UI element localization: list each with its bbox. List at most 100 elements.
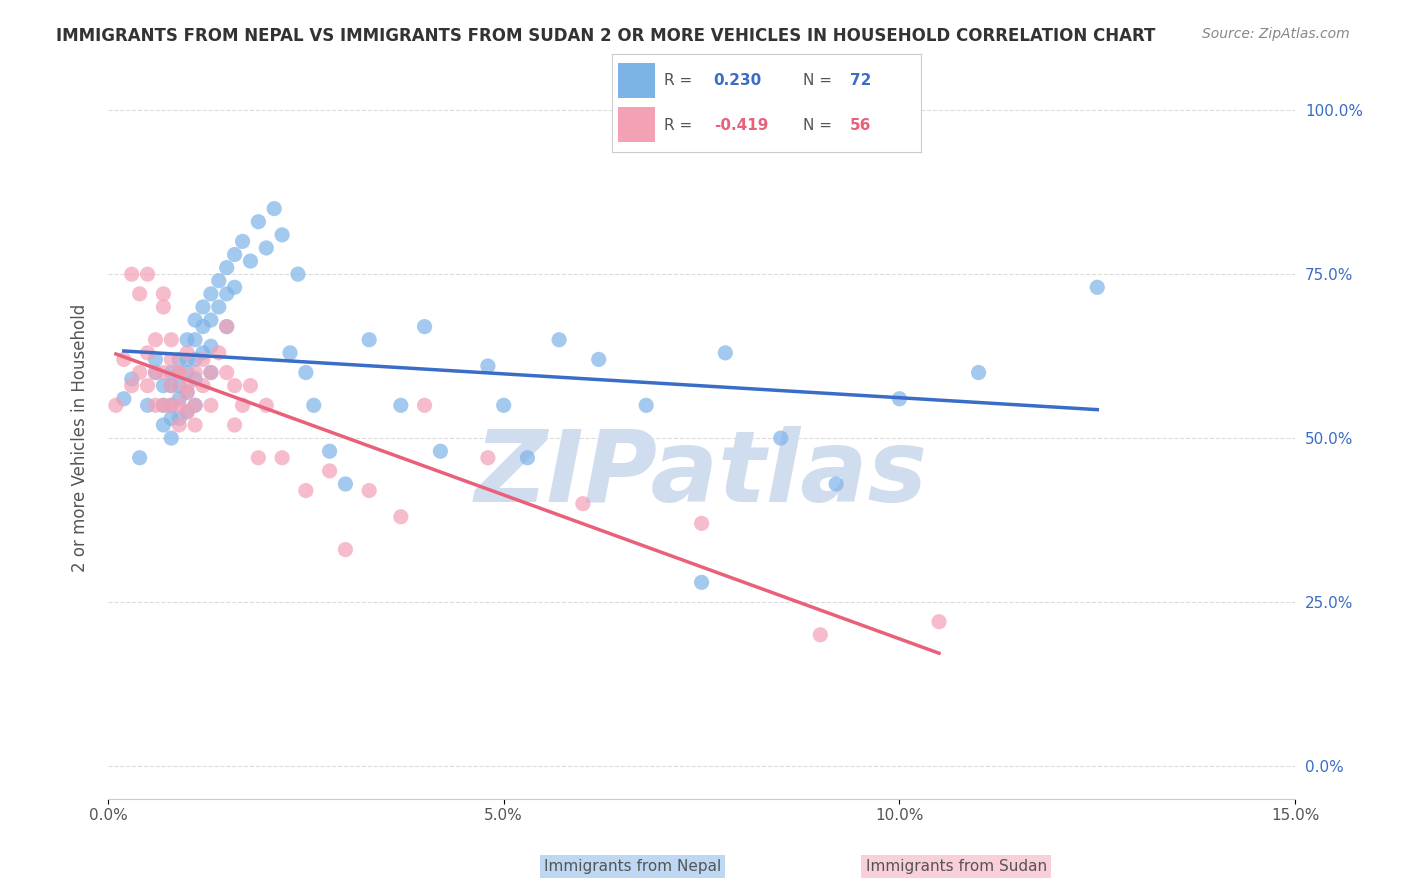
Point [184, 417, 207, 432]
Point [128, 450, 150, 465]
Point [121, 378, 143, 392]
Point [167, 411, 190, 425]
Point [152, 366, 174, 380]
Point [160, 398, 183, 412]
Point [191, 319, 214, 334]
Point [928, 615, 950, 629]
Point [389, 398, 412, 412]
Text: 72: 72 [849, 73, 872, 88]
Point [208, 300, 231, 314]
Point [429, 444, 451, 458]
Point [167, 392, 190, 406]
Point [184, 352, 207, 367]
Point [200, 286, 222, 301]
Point [492, 398, 515, 412]
Text: ZIPatlas: ZIPatlas [475, 425, 928, 523]
Point [136, 398, 159, 412]
Point [714, 346, 737, 360]
Point [572, 497, 595, 511]
Point [136, 267, 159, 281]
Point [160, 378, 183, 392]
Point [121, 372, 143, 386]
Text: Source: ZipAtlas.com: Source: ZipAtlas.com [1202, 27, 1350, 41]
Point [176, 378, 198, 392]
Point [690, 516, 713, 531]
Point [208, 274, 231, 288]
Point [136, 346, 159, 360]
Point [152, 398, 174, 412]
Point [271, 227, 294, 242]
Point [889, 392, 911, 406]
Point [152, 286, 174, 301]
Point [769, 431, 792, 445]
Point [145, 333, 167, 347]
Text: Immigrants from Sudan: Immigrants from Sudan [866, 859, 1046, 874]
Point [176, 405, 198, 419]
Point [112, 392, 135, 406]
Point [215, 366, 238, 380]
Point [160, 352, 183, 367]
Point [176, 385, 198, 400]
Point [215, 286, 238, 301]
Point [176, 333, 198, 347]
Point [278, 346, 301, 360]
Point [184, 398, 207, 412]
Point [239, 378, 262, 392]
Point [191, 346, 214, 360]
Point [191, 352, 214, 367]
Point [152, 300, 174, 314]
Point [152, 398, 174, 412]
Point [167, 366, 190, 380]
Point [145, 398, 167, 412]
Point [112, 352, 135, 367]
Point [152, 417, 174, 432]
Point [184, 366, 207, 380]
Point [389, 509, 412, 524]
Point [208, 346, 231, 360]
Point [145, 352, 167, 367]
Point [215, 260, 238, 275]
Text: R =: R = [664, 118, 697, 133]
Point [477, 359, 499, 373]
Text: 56: 56 [849, 118, 872, 133]
Point [335, 477, 357, 491]
Point [232, 398, 254, 412]
Point [184, 398, 207, 412]
Point [287, 267, 309, 281]
Point [176, 405, 198, 419]
Point [167, 352, 190, 367]
Point [200, 366, 222, 380]
Point [160, 366, 183, 380]
Point [588, 352, 610, 367]
Point [160, 411, 183, 425]
Point [128, 286, 150, 301]
Point [295, 366, 318, 380]
Point [160, 378, 183, 392]
Point [224, 280, 246, 294]
Point [335, 542, 357, 557]
Point [191, 378, 214, 392]
Point [160, 333, 183, 347]
Point [224, 247, 246, 261]
Text: IMMIGRANTS FROM NEPAL VS IMMIGRANTS FROM SUDAN 2 OR MORE VEHICLES IN HOUSEHOLD C: IMMIGRANTS FROM NEPAL VS IMMIGRANTS FROM… [56, 27, 1156, 45]
Point [413, 319, 436, 334]
Point [318, 444, 340, 458]
Point [302, 398, 325, 412]
Point [152, 378, 174, 392]
Point [215, 319, 238, 334]
Point [176, 385, 198, 400]
Point [167, 398, 190, 412]
Point [548, 333, 571, 347]
Point [145, 366, 167, 380]
Point [215, 319, 238, 334]
Point [121, 267, 143, 281]
Text: R =: R = [664, 73, 697, 88]
Point [232, 235, 254, 249]
Point [516, 450, 538, 465]
Point [167, 417, 190, 432]
Point [254, 398, 277, 412]
Point [825, 477, 848, 491]
Point [808, 628, 831, 642]
Point [136, 378, 159, 392]
Text: N =: N = [803, 118, 837, 133]
